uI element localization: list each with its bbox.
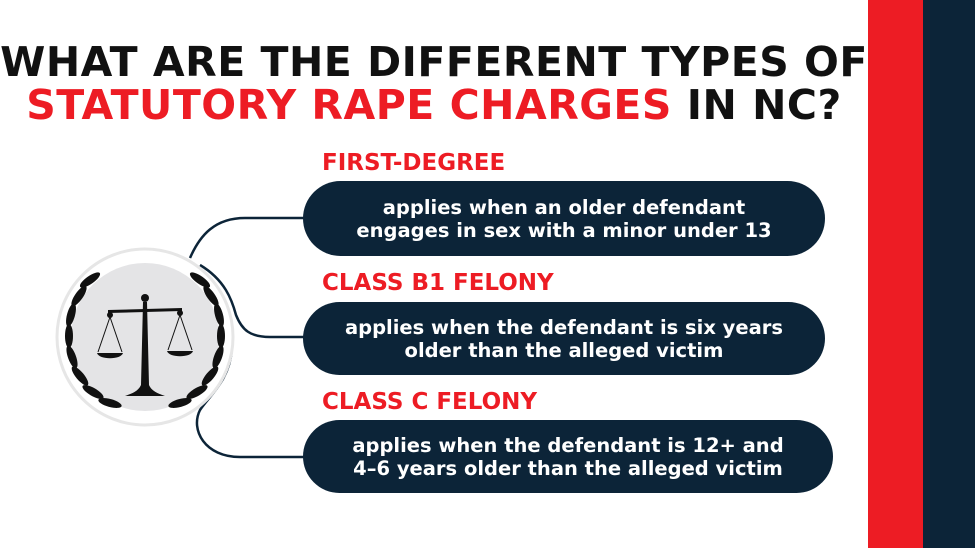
heading-class-c-felony: CLASS C FELONY: [322, 389, 538, 415]
laurel-left: [65, 272, 122, 408]
scales-of-justice-with-laurel-wreath-icon: [55, 247, 235, 427]
connectors-and-emblem: [55, 216, 306, 459]
description-line: applies when the defendant is 12+ and: [352, 433, 784, 457]
title-line-1: WHAT ARE THE DIFFERENT TYPES OF: [0, 38, 868, 86]
laurel-right: [168, 272, 225, 408]
description-line: older than the alleged victim: [404, 338, 724, 362]
red-side-stripe: [868, 0, 923, 548]
connector-2: [199, 263, 306, 339]
connector-1: [188, 216, 306, 259]
navy-side-stripe: [923, 0, 975, 548]
description-line: applies when the defendant is six years: [344, 315, 784, 339]
title-rest: IN NC?: [671, 81, 842, 129]
title-line-2: STATUTORY RAPE CHARGES IN NC?: [0, 83, 868, 127]
title-highlight: STATUTORY RAPE CHARGES: [26, 81, 672, 129]
description-line: applies when an older defendant: [382, 195, 746, 219]
description-pill-class-c: applies when the defendant is 12+ and 4–6…: [303, 420, 833, 493]
description-line: engages in sex with a minor under 13: [356, 218, 772, 242]
description-line: 4–6 years older than the alleged victim: [353, 456, 783, 480]
heading-class-b1-felony: CLASS B1 FELONY: [322, 270, 554, 296]
heading-first-degree: FIRST-DEGREE: [322, 150, 506, 176]
description-pill-first-degree: applies when an older defendant engages i…: [303, 181, 825, 256]
description-pill-class-b1: applies when the defendant is six years o…: [303, 302, 825, 375]
